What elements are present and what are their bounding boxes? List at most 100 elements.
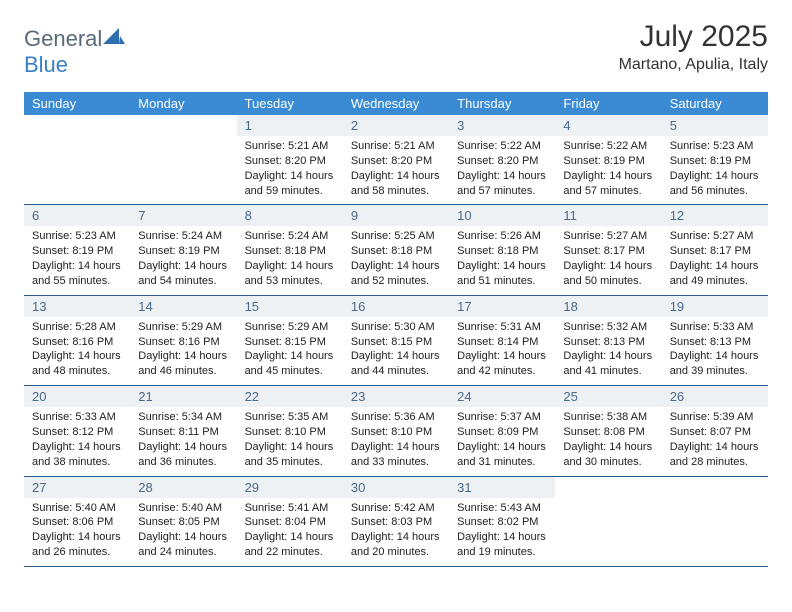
calendar-cell: 29Sunrise: 5:41 AMSunset: 8:04 PMDayligh… bbox=[237, 476, 343, 566]
sunrise-line: Sunrise: 5:33 AM bbox=[670, 320, 760, 335]
sunset-line: Sunset: 8:20 PM bbox=[245, 154, 335, 169]
day-details: Sunrise: 5:38 AMSunset: 8:08 PMDaylight:… bbox=[555, 407, 661, 475]
calendar-cell bbox=[24, 115, 130, 205]
day-number: 2 bbox=[343, 115, 449, 136]
day-number: 7 bbox=[130, 205, 236, 226]
day-number: 28 bbox=[130, 477, 236, 498]
daylight-line: Daylight: 14 hours and 44 minutes. bbox=[351, 349, 441, 379]
calendar-cell: 8Sunrise: 5:24 AMSunset: 8:18 PMDaylight… bbox=[237, 205, 343, 295]
day-details: Sunrise: 5:35 AMSunset: 8:10 PMDaylight:… bbox=[237, 407, 343, 475]
sunrise-line: Sunrise: 5:31 AM bbox=[457, 320, 547, 335]
daylight-line: Daylight: 14 hours and 39 minutes. bbox=[670, 349, 760, 379]
sunrise-line: Sunrise: 5:25 AM bbox=[351, 229, 441, 244]
day-details: Sunrise: 5:39 AMSunset: 8:07 PMDaylight:… bbox=[662, 407, 768, 475]
daylight-line: Daylight: 14 hours and 35 minutes. bbox=[245, 440, 335, 470]
sunset-line: Sunset: 8:16 PM bbox=[32, 335, 122, 350]
calendar-week-row: 13Sunrise: 5:28 AMSunset: 8:16 PMDayligh… bbox=[24, 295, 768, 385]
day-details: Sunrise: 5:42 AMSunset: 8:03 PMDaylight:… bbox=[343, 498, 449, 566]
day-details: Sunrise: 5:41 AMSunset: 8:04 PMDaylight:… bbox=[237, 498, 343, 566]
sunset-line: Sunset: 8:19 PM bbox=[670, 154, 760, 169]
day-number: 26 bbox=[662, 386, 768, 407]
day-details: Sunrise: 5:23 AMSunset: 8:19 PMDaylight:… bbox=[662, 136, 768, 204]
calendar-cell: 12Sunrise: 5:27 AMSunset: 8:17 PMDayligh… bbox=[662, 205, 768, 295]
daylight-line: Daylight: 14 hours and 53 minutes. bbox=[245, 259, 335, 289]
sunset-line: Sunset: 8:11 PM bbox=[138, 425, 228, 440]
day-details: Sunrise: 5:43 AMSunset: 8:02 PMDaylight:… bbox=[449, 498, 555, 566]
day-number: 8 bbox=[237, 205, 343, 226]
day-details: Sunrise: 5:40 AMSunset: 8:06 PMDaylight:… bbox=[24, 498, 130, 566]
day-number: 29 bbox=[237, 477, 343, 498]
day-number: 19 bbox=[662, 296, 768, 317]
day-number: 3 bbox=[449, 115, 555, 136]
sunset-line: Sunset: 8:18 PM bbox=[351, 244, 441, 259]
sunset-line: Sunset: 8:14 PM bbox=[457, 335, 547, 350]
sunset-line: Sunset: 8:10 PM bbox=[351, 425, 441, 440]
sunrise-line: Sunrise: 5:40 AM bbox=[32, 501, 122, 516]
day-number: 20 bbox=[24, 386, 130, 407]
sunrise-line: Sunrise: 5:32 AM bbox=[563, 320, 653, 335]
calendar-week-row: 1Sunrise: 5:21 AMSunset: 8:20 PMDaylight… bbox=[24, 115, 768, 205]
calendar-cell: 9Sunrise: 5:25 AMSunset: 8:18 PMDaylight… bbox=[343, 205, 449, 295]
calendar-cell bbox=[662, 476, 768, 566]
day-header: Tuesday bbox=[237, 92, 343, 115]
sunset-line: Sunset: 8:04 PM bbox=[245, 515, 335, 530]
calendar-table: SundayMondayTuesdayWednesdayThursdayFrid… bbox=[24, 92, 768, 567]
day-number: 31 bbox=[449, 477, 555, 498]
calendar-cell: 16Sunrise: 5:30 AMSunset: 8:15 PMDayligh… bbox=[343, 295, 449, 385]
calendar-week-row: 6Sunrise: 5:23 AMSunset: 8:19 PMDaylight… bbox=[24, 205, 768, 295]
daylight-line: Daylight: 14 hours and 30 minutes. bbox=[563, 440, 653, 470]
daylight-line: Daylight: 14 hours and 26 minutes. bbox=[32, 530, 122, 560]
day-details: Sunrise: 5:31 AMSunset: 8:14 PMDaylight:… bbox=[449, 317, 555, 385]
sunset-line: Sunset: 8:10 PM bbox=[245, 425, 335, 440]
daylight-line: Daylight: 14 hours and 41 minutes. bbox=[563, 349, 653, 379]
daylight-line: Daylight: 14 hours and 59 minutes. bbox=[245, 169, 335, 199]
sunrise-line: Sunrise: 5:39 AM bbox=[670, 410, 760, 425]
sunrise-line: Sunrise: 5:24 AM bbox=[245, 229, 335, 244]
day-details: Sunrise: 5:28 AMSunset: 8:16 PMDaylight:… bbox=[24, 317, 130, 385]
calendar-head: SundayMondayTuesdayWednesdayThursdayFrid… bbox=[24, 92, 768, 115]
sunset-line: Sunset: 8:13 PM bbox=[563, 335, 653, 350]
sunset-line: Sunset: 8:06 PM bbox=[32, 515, 122, 530]
sunrise-line: Sunrise: 5:30 AM bbox=[351, 320, 441, 335]
daylight-line: Daylight: 14 hours and 28 minutes. bbox=[670, 440, 760, 470]
sunset-line: Sunset: 8:20 PM bbox=[457, 154, 547, 169]
daylight-line: Daylight: 14 hours and 48 minutes. bbox=[32, 349, 122, 379]
daylight-line: Daylight: 14 hours and 45 minutes. bbox=[245, 349, 335, 379]
calendar-body: 1Sunrise: 5:21 AMSunset: 8:20 PMDaylight… bbox=[24, 115, 768, 566]
day-number: 6 bbox=[24, 205, 130, 226]
daylight-line: Daylight: 14 hours and 33 minutes. bbox=[351, 440, 441, 470]
brand-logo: General Blue bbox=[24, 26, 125, 78]
sunset-line: Sunset: 8:19 PM bbox=[563, 154, 653, 169]
daylight-line: Daylight: 14 hours and 22 minutes. bbox=[245, 530, 335, 560]
calendar-cell bbox=[130, 115, 236, 205]
day-number: 14 bbox=[130, 296, 236, 317]
sunset-line: Sunset: 8:19 PM bbox=[32, 244, 122, 259]
daylight-line: Daylight: 14 hours and 36 minutes. bbox=[138, 440, 228, 470]
calendar-cell: 23Sunrise: 5:36 AMSunset: 8:10 PMDayligh… bbox=[343, 386, 449, 476]
sunset-line: Sunset: 8:18 PM bbox=[457, 244, 547, 259]
day-number: 9 bbox=[343, 205, 449, 226]
sunrise-line: Sunrise: 5:22 AM bbox=[457, 139, 547, 154]
sail-icon bbox=[103, 26, 125, 52]
daylight-line: Daylight: 14 hours and 20 minutes. bbox=[351, 530, 441, 560]
calendar-cell: 26Sunrise: 5:39 AMSunset: 8:07 PMDayligh… bbox=[662, 386, 768, 476]
daylight-line: Daylight: 14 hours and 46 minutes. bbox=[138, 349, 228, 379]
calendar-cell: 10Sunrise: 5:26 AMSunset: 8:18 PMDayligh… bbox=[449, 205, 555, 295]
day-number: 21 bbox=[130, 386, 236, 407]
sunset-line: Sunset: 8:16 PM bbox=[138, 335, 228, 350]
sunset-line: Sunset: 8:05 PM bbox=[138, 515, 228, 530]
month-title: July 2025 bbox=[619, 20, 768, 54]
sunrise-line: Sunrise: 5:35 AM bbox=[245, 410, 335, 425]
sunrise-line: Sunrise: 5:24 AM bbox=[138, 229, 228, 244]
day-number: 22 bbox=[237, 386, 343, 407]
brand-part2: Blue bbox=[24, 52, 68, 77]
day-number: 5 bbox=[662, 115, 768, 136]
day-details: Sunrise: 5:21 AMSunset: 8:20 PMDaylight:… bbox=[237, 136, 343, 204]
calendar-cell: 28Sunrise: 5:40 AMSunset: 8:05 PMDayligh… bbox=[130, 476, 236, 566]
daylight-line: Daylight: 14 hours and 50 minutes. bbox=[563, 259, 653, 289]
calendar-cell: 22Sunrise: 5:35 AMSunset: 8:10 PMDayligh… bbox=[237, 386, 343, 476]
calendar-cell: 24Sunrise: 5:37 AMSunset: 8:09 PMDayligh… bbox=[449, 386, 555, 476]
sunrise-line: Sunrise: 5:28 AM bbox=[32, 320, 122, 335]
day-details: Sunrise: 5:21 AMSunset: 8:20 PMDaylight:… bbox=[343, 136, 449, 204]
day-details: Sunrise: 5:25 AMSunset: 8:18 PMDaylight:… bbox=[343, 226, 449, 294]
